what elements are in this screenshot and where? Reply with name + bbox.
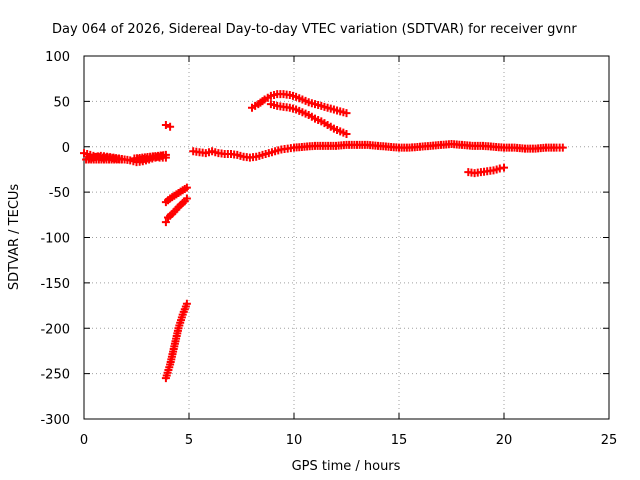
x-tick-label: 0: [80, 433, 88, 448]
data-point: [161, 218, 170, 227]
data-point: [500, 163, 508, 172]
data-point: [166, 122, 175, 131]
y-tick-label: -250: [40, 368, 70, 383]
y-tick-label: -300: [40, 413, 70, 428]
data-point: [558, 143, 567, 152]
data-series: [464, 163, 508, 178]
data-point: [182, 183, 191, 192]
plot-frame: [83, 55, 610, 420]
y-tick-label: 50: [53, 95, 70, 110]
x-axis-title: GPS time / hours: [292, 459, 401, 474]
x-tick-label: 20: [496, 433, 513, 448]
x-tick-labels: 0 5 10 15 20 25: [80, 433, 617, 448]
y-tick-label: 0: [62, 141, 70, 156]
y-tick-label: 100: [45, 50, 70, 65]
y-tick-labels: 100 50 0 -50 -100 -150 -200 -250 -300: [40, 50, 70, 428]
data-point: [161, 120, 170, 129]
y-axis-title: SDTVAR / TECUs: [7, 184, 22, 291]
data-series: [266, 100, 351, 139]
data-point: [342, 130, 351, 139]
y-tick-label: -150: [40, 277, 70, 292]
x-tick-label: 5: [185, 433, 193, 448]
data-points: [80, 90, 567, 383]
y-tick-label: -100: [40, 232, 70, 247]
data-point: [342, 109, 351, 118]
x-tick-label: 15: [391, 433, 408, 448]
data-series: [189, 140, 567, 162]
y-tick-label: -50: [49, 186, 70, 201]
x-tick-label: 10: [286, 433, 303, 448]
data-series: [80, 149, 170, 167]
data-series: [161, 183, 191, 207]
y-tick-label: -200: [40, 322, 70, 337]
data-series: [248, 90, 351, 118]
data-point: [182, 299, 191, 308]
data-point: [161, 153, 170, 162]
data-series: [161, 299, 191, 383]
data-series: [161, 120, 175, 131]
data-point: [182, 194, 191, 203]
x-tick-label: 25: [601, 433, 618, 448]
data-series: [161, 194, 191, 227]
chart-title: Day 064 of 2026, Sidereal Day-to-day VTE…: [52, 22, 577, 37]
